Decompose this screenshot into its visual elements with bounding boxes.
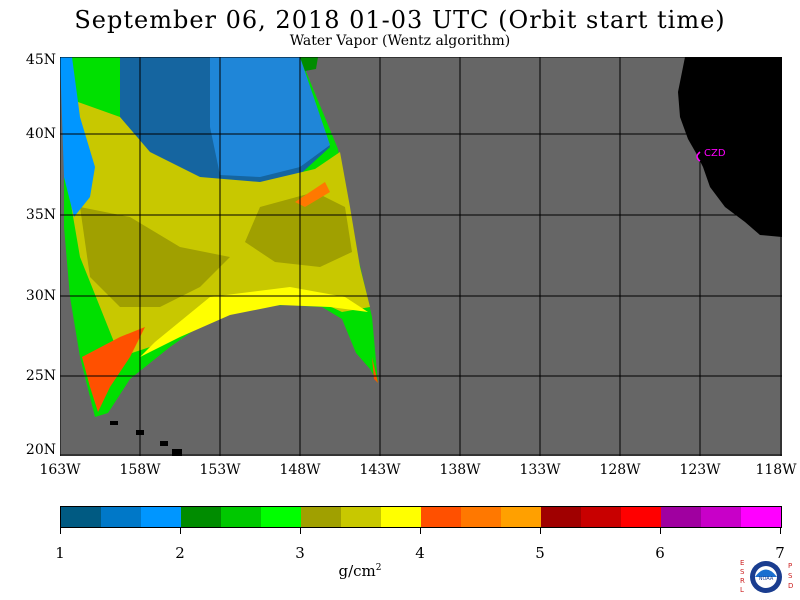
logo-center-text: NOAA — [759, 576, 774, 582]
logo-letter: E — [740, 559, 744, 567]
land-mass — [678, 57, 782, 237]
colorbar-tick-5: 5 — [535, 544, 545, 562]
lat-label-45n: 45N — [25, 52, 56, 68]
lat-label-35n: 35N — [25, 207, 56, 223]
colorbar-swatch — [261, 507, 301, 527]
colorbar-tick-2: 2 — [175, 544, 185, 562]
colorbar-tickmark — [780, 527, 781, 534]
colorbar-tick-7: 7 — [775, 544, 785, 562]
lon-label-163w: 163W — [39, 462, 81, 478]
colorbar-swatch — [741, 507, 781, 527]
colorbar-swatch — [661, 507, 701, 527]
colorbar-tickmark — [180, 527, 181, 534]
colorbar-tick-1: 1 — [55, 544, 65, 562]
logo-letter: S — [788, 572, 793, 580]
lat-label-25n: 25N — [25, 368, 56, 384]
colorbar-tick-3: 3 — [295, 544, 305, 562]
map-title: September 06, 2018 01-03 UTC (Orbit star… — [74, 6, 726, 34]
colorbar-tickmark — [300, 527, 301, 534]
station-label: CZD — [704, 148, 726, 159]
lon-label-133w: 133W — [519, 462, 561, 478]
colorbar-swatch — [461, 507, 501, 527]
lon-label-123w: 123W — [679, 462, 721, 478]
colorbar-swatch — [341, 507, 381, 527]
color-bar — [60, 506, 782, 528]
lon-label-158w: 158W — [119, 462, 161, 478]
station-marker: CZD — [696, 148, 726, 162]
logo-letter: S — [740, 568, 745, 576]
noaa-logo: E S R L NOAA P S D — [740, 559, 793, 594]
colorbar-swatch — [301, 507, 341, 527]
lat-lon-grid — [60, 57, 782, 456]
lon-label-138w: 138W — [439, 462, 481, 478]
lon-label-153w: 153W — [199, 462, 241, 478]
colorbar-tickmark — [60, 527, 61, 534]
logo-letter: D — [788, 582, 793, 590]
colorbar-tickmark — [420, 527, 421, 534]
lat-label-30n: 30N — [25, 288, 56, 304]
colorbar-units: g/cm2 — [338, 562, 381, 580]
logo-letter: R — [740, 577, 745, 585]
colorbar-tickmark — [660, 527, 661, 534]
lon-label-148w: 148W — [279, 462, 321, 478]
logo-letter: L — [740, 586, 744, 594]
colorbar-swatch — [621, 507, 661, 527]
units-exponent: 2 — [375, 563, 382, 573]
colorbar-swatch — [181, 507, 221, 527]
colorbar-swatch — [381, 507, 421, 527]
lon-label-143w: 143W — [359, 462, 401, 478]
colorbar-swatch — [701, 507, 741, 527]
colorbar-swatch — [421, 507, 461, 527]
logo-letter: P — [788, 562, 792, 570]
lon-label-128w: 128W — [599, 462, 641, 478]
colorbar-swatch — [501, 507, 541, 527]
colorbar-swatch — [541, 507, 581, 527]
lon-label-118w: 118W — [755, 462, 797, 478]
lat-label-20n: 20N — [25, 442, 56, 458]
colorbar-swatch — [61, 507, 101, 527]
colorbar-tick-4: 4 — [415, 544, 425, 562]
colorbar-swatch — [141, 507, 181, 527]
lat-label-40n: 40N — [25, 126, 56, 142]
water-vapor-map: CZD — [60, 57, 782, 456]
colorbar-tick-6: 6 — [655, 544, 665, 562]
colorbar-swatch — [101, 507, 141, 527]
colorbar-swatch — [581, 507, 621, 527]
map-subtitle: Water Vapor (Wentz algorithm) — [289, 33, 511, 49]
colorbar-swatch — [221, 507, 261, 527]
colorbar-tickmark — [540, 527, 541, 534]
units-base: g/cm — [338, 562, 376, 580]
